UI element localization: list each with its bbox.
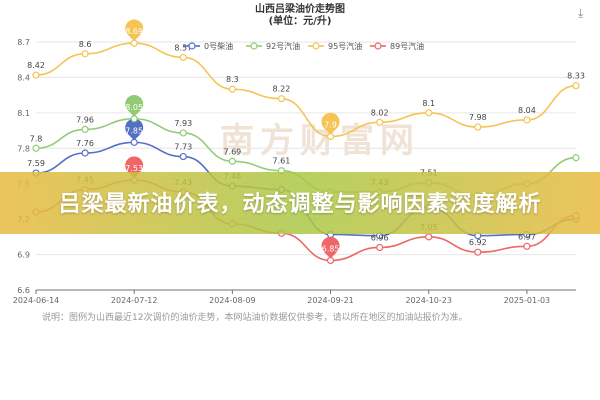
data-label: 8.42 <box>27 61 45 70</box>
series-3: 8.42 8.6 8.69 8.57 8.3 8.22 7.9 8.02 8.1 7.98 8.04… <box>27 19 585 141</box>
data-point <box>376 243 384 252</box>
pin-label: 7.85 <box>125 126 143 135</box>
data-label: 8.6 <box>79 40 92 49</box>
pin-label: 8.05 <box>125 103 143 112</box>
y-tick-label: 6.9 <box>17 251 30 260</box>
y-tick-label: 8.7 <box>17 38 30 47</box>
data-point <box>81 149 89 157</box>
y-tick-label: 8.4 <box>17 73 30 82</box>
data-point <box>32 144 40 152</box>
data-label: 7.73 <box>174 143 192 152</box>
chart-note: 说明：图例为山西最近12次调价的油价走势，本网站油价数据仅供参考，请以所在地区的… <box>42 313 468 323</box>
data-label: 8.57 <box>174 43 192 52</box>
legend-swatch-dot <box>374 42 382 50</box>
data-point <box>474 123 482 131</box>
data-point <box>425 233 433 241</box>
data-point <box>228 157 236 165</box>
data-label: 7.76 <box>76 139 94 148</box>
data-label: 7.59 <box>27 159 45 168</box>
data-label: 8.3 <box>226 75 239 84</box>
data-point <box>179 53 187 61</box>
data-label: 8.04 <box>518 106 536 115</box>
data-label: 8.22 <box>273 85 291 94</box>
legend[interactable]: 0号柴油 92号汽油 95号汽油 89号汽油 <box>184 41 424 51</box>
data-point <box>474 248 482 256</box>
data-point <box>572 82 580 90</box>
data-point <box>523 116 531 124</box>
legend-item-4[interactable]: 89号汽油 <box>370 41 424 51</box>
data-point <box>81 125 89 133</box>
x-axis: 2024-06-14 2024-07-12 2024-08-09 2024-09-21… <box>13 290 550 305</box>
series-lines: 7.597.767.857.737.487.87.968.057.937.697… <box>27 19 585 265</box>
banner-title: 吕梁最新油价表，动态调整与影响因素深度解析 <box>58 192 542 217</box>
data-label: 8.02 <box>371 108 389 117</box>
pin-label: 7.9 <box>324 120 337 129</box>
chart-title: 山西吕梁油价走势图 <box>255 2 345 15</box>
data-point <box>228 85 236 93</box>
banner-overlay <box>0 172 600 234</box>
data-label: 6.96 <box>371 233 389 242</box>
data-point <box>572 154 580 162</box>
pin-label: 8.69 <box>125 27 143 36</box>
data-point <box>277 95 286 103</box>
legend-label: 89号汽油 <box>390 41 424 51</box>
legend-item-3[interactable]: 95号汽油 <box>308 41 362 51</box>
max-min-pin <box>125 95 144 117</box>
pin-label: 7.53 <box>125 164 143 173</box>
legend-label: 92号汽油 <box>266 41 300 51</box>
watermark-text: 南方财富网 <box>220 121 420 161</box>
y-tick-label: 6.6 <box>17 286 30 295</box>
data-point <box>425 109 433 117</box>
x-tick-label: 2024-08-09 <box>209 296 256 305</box>
x-tick-label: 2025-01-03 <box>504 296 551 305</box>
download-icon[interactable]: ⤓ <box>578 6 584 20</box>
chart-subtitle: (单位：元/升) <box>269 14 332 27</box>
data-point <box>523 242 531 250</box>
series-line <box>35 42 577 138</box>
grid-lines <box>36 41 576 291</box>
data-label: 7.98 <box>469 113 487 122</box>
data-label: 7.8 <box>30 134 43 143</box>
data-label: 7.96 <box>76 115 94 124</box>
data-label: 8.1 <box>422 99 435 108</box>
data-point <box>32 71 40 79</box>
data-point <box>179 129 187 137</box>
x-tick-label: 2024-07-12 <box>111 296 158 305</box>
data-point <box>81 50 89 58</box>
x-tick-label: 2024-09-21 <box>307 296 354 305</box>
max-min-pin <box>321 236 340 259</box>
legend-swatch-dot <box>312 42 320 50</box>
max-min-pin <box>125 118 144 141</box>
data-label: 7.61 <box>273 157 291 166</box>
legend-swatch-dot <box>188 42 196 50</box>
data-point <box>376 118 384 126</box>
legend-label: 0号柴油 <box>204 41 233 51</box>
max-min-pin <box>321 112 340 135</box>
data-point <box>179 152 187 161</box>
pin-label: 6.85 <box>322 244 340 253</box>
x-tick-label: 2024-06-14 <box>13 296 60 305</box>
data-label: 7.93 <box>174 119 192 128</box>
data-label: 6.92 <box>469 238 487 247</box>
legend-swatch-dot <box>250 42 258 50</box>
legend-item-1[interactable]: 0号柴油 <box>184 41 233 51</box>
data-label: 6.97 <box>518 232 536 241</box>
x-tick-label: 2024-10-23 <box>405 296 452 305</box>
y-tick-label: 7.8 <box>17 144 30 153</box>
legend-item-2[interactable]: 92号汽油 <box>246 41 300 51</box>
y-tick-label: 8.1 <box>17 109 30 118</box>
max-min-pin <box>125 19 144 42</box>
legend-label: 95号汽油 <box>328 41 362 51</box>
data-label: 8.33 <box>567 72 585 81</box>
data-label: 7.69 <box>223 147 241 156</box>
